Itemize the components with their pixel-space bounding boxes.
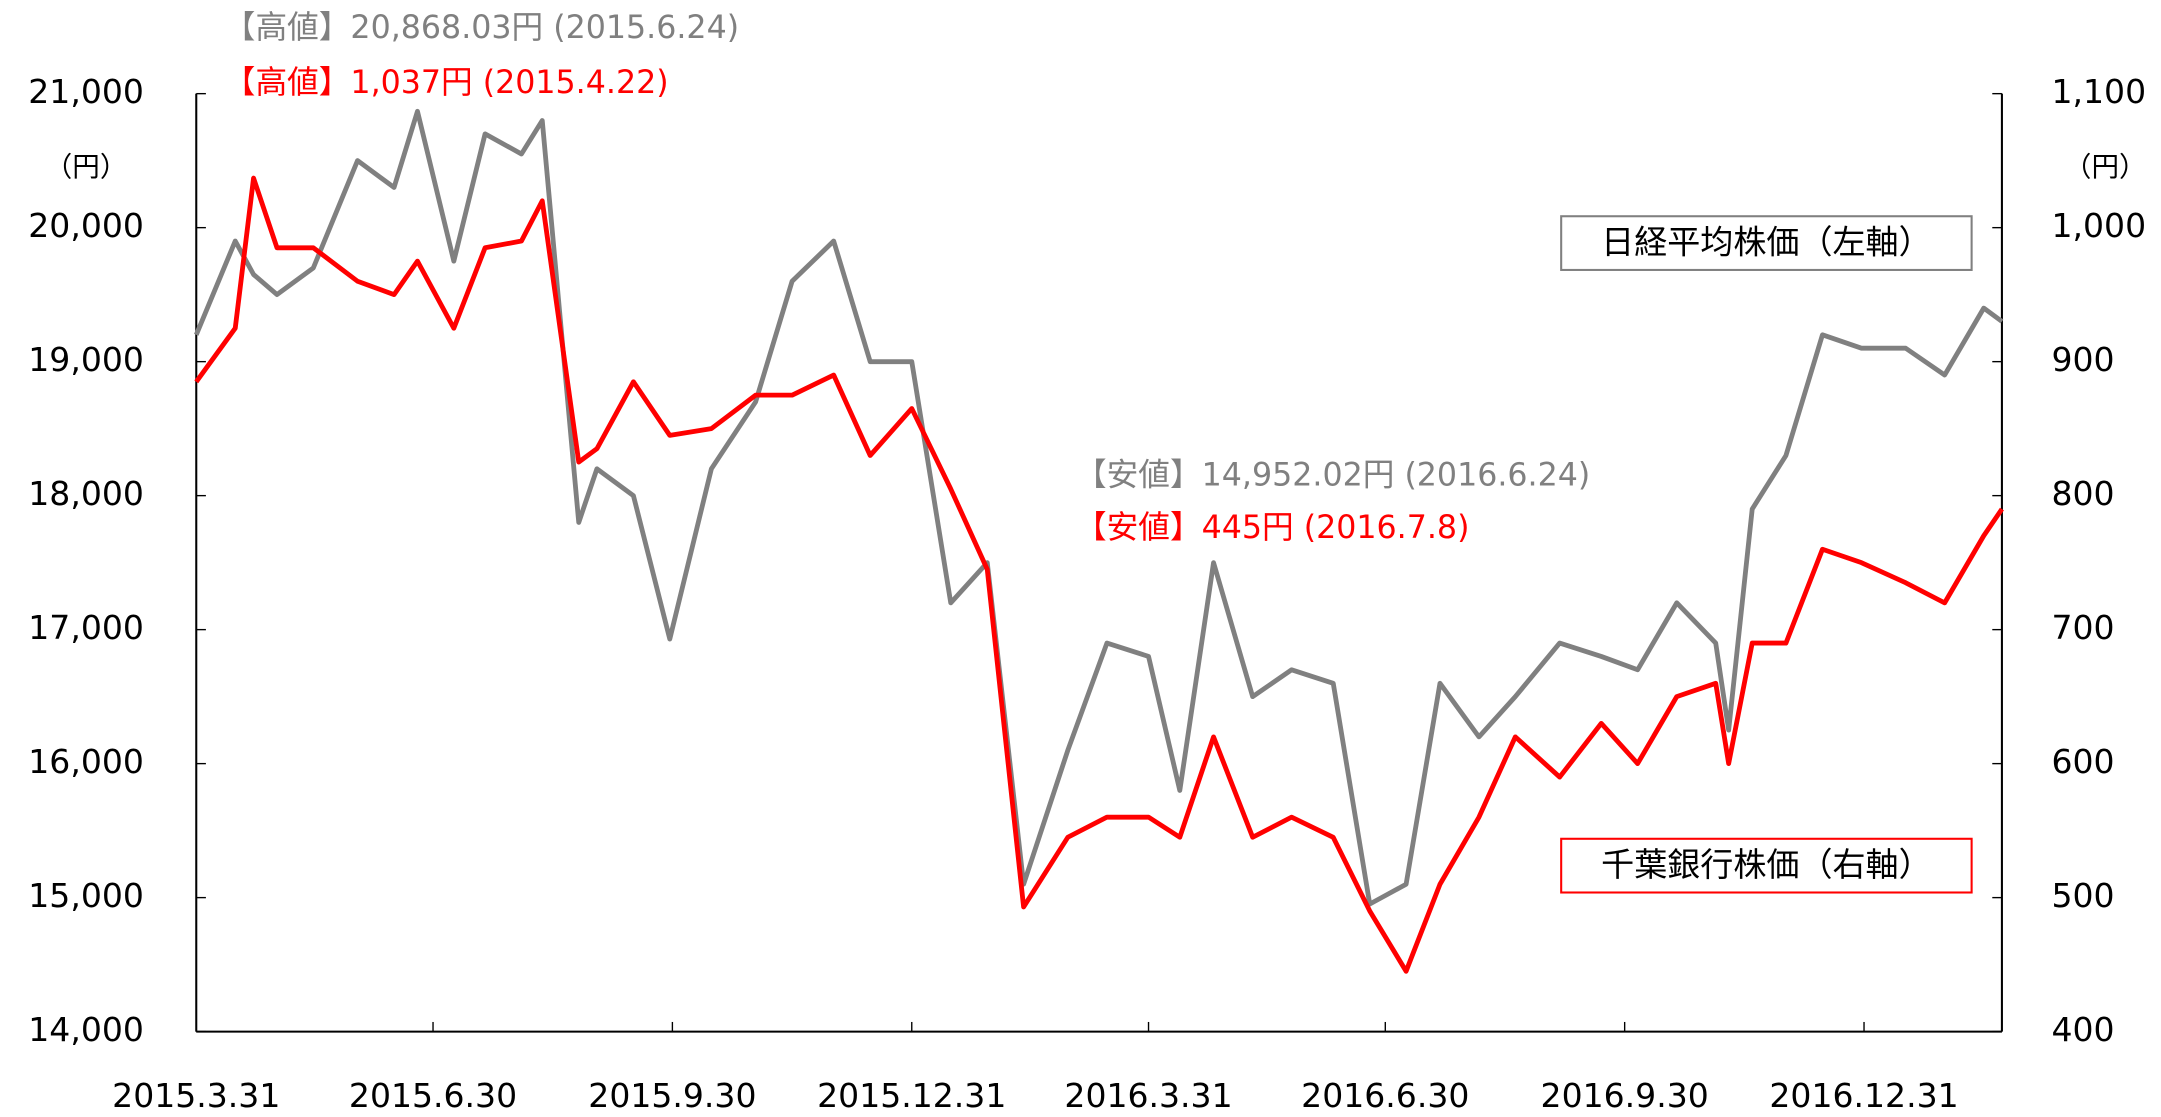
legend-box [1560, 215, 1973, 271]
x-tick-label: 2015.3.31 [112, 1076, 280, 1115]
y-tick-label: 19,000 [28, 340, 144, 379]
x-tick-label: 2016.6.30 [1301, 1076, 1469, 1115]
y2-tick-label: 400 [2052, 1010, 2115, 1049]
x-tick-label: 2016.12.31 [1769, 1076, 1958, 1115]
x-tick-label: 2015.9.30 [588, 1076, 756, 1115]
y2-tick-label: 600 [2052, 742, 2115, 781]
legend-box [1560, 837, 1973, 894]
y-tick-label: 15,000 [28, 876, 144, 915]
y2-tick-label: 700 [2052, 608, 2115, 647]
y-tick-label: 20,000 [28, 206, 144, 245]
annotation: 【安値】445円 (2016.7.8) [1075, 510, 1469, 546]
y2-unit: （円） [2064, 151, 2147, 183]
legend-label: 日経平均株価（左軸） [1601, 222, 1931, 261]
x-tick-label: 2016.3.31 [1064, 1076, 1232, 1115]
y-tick-label: 17,000 [28, 608, 144, 647]
y-tick-label: 14,000 [28, 1010, 144, 1049]
y2-tick-label: 1,000 [2052, 206, 2147, 245]
y2-tick-label: 800 [2052, 474, 2115, 513]
y2-tick-label: 500 [2052, 876, 2115, 915]
x-tick-label: 2015.6.30 [349, 1076, 517, 1115]
y-tick-label: 21,000 [28, 72, 144, 111]
y2-tick-label: 1,100 [2052, 72, 2147, 111]
x-tick-label: 2015.12.31 [817, 1076, 1006, 1115]
annotation: 【安値】14,952.02円 (2016.6.24) [1075, 458, 1590, 494]
annotation: 【高値】20,868.03円 (2015.6.24) [224, 10, 739, 46]
y-unit: （円） [45, 151, 128, 183]
series-line [194, 175, 2004, 974]
y-tick-label: 18,000 [28, 474, 144, 513]
y2-tick-label: 900 [2052, 340, 2115, 379]
annotation: 【高値】1,037円 (2015.4.22) [224, 65, 669, 101]
series-line [194, 108, 2004, 907]
y-tick-label: 16,000 [28, 742, 144, 781]
x-tick-label: 2016.9.30 [1541, 1076, 1709, 1115]
legend-label: 千葉銀行株価（右軸） [1601, 845, 1931, 884]
